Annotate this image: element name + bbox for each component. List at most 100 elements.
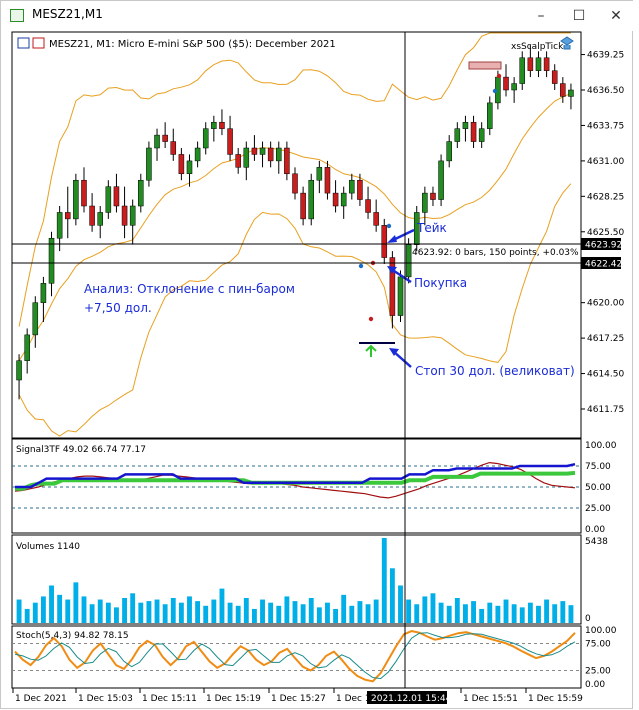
time-tick-label: 1 Dec 15:19 [206,694,261,704]
volume-bar [487,602,493,623]
candle-body [40,283,47,303]
price-tick-label: 4614.50 [587,370,624,380]
candle-body [373,212,379,226]
signal-series-line [15,462,576,489]
volume-bar [24,608,30,623]
candle-body [121,205,128,226]
candle-body [365,199,371,213]
volume-bar [406,599,412,623]
volume-bar [260,599,265,623]
close-button[interactable]: ✕ [610,8,622,24]
candle-body [560,83,566,97]
volume-bar [57,594,63,623]
price-tick-label: 4628.25 [587,192,624,202]
time-tick-label: 1 Dec 15:51 [463,694,518,704]
volume-bar [357,601,363,623]
band-lower-line [18,183,572,437]
band-middle-line [18,92,572,361]
volume-bar [414,604,420,623]
candle-body [397,276,404,316]
volume-bar [381,538,387,623]
volume-bar [105,602,111,623]
volume-bar [65,599,71,623]
candle-body [284,147,290,175]
volume-bar [211,599,217,623]
price-tick-label: 4633.75 [587,121,624,131]
volume-bar [49,585,54,623]
volume-bar [519,607,525,623]
candle-body [81,179,87,207]
candle-body [357,179,363,200]
take-label: Тейк [416,221,447,235]
candle-body [73,179,79,220]
volume-bar [146,601,152,623]
crosshair-info: 4623.92: 0 bars, 150 points, +0.03% [412,248,579,258]
time-tick-label: 1 Dec 2021 [15,694,67,704]
chart-list-icon[interactable] [32,37,45,49]
volume-bar [284,596,290,623]
candle-body [105,186,112,213]
volume-bar [527,602,533,623]
volume-bar [178,602,184,623]
signal-tick-label: 50.00 [585,483,611,493]
volume-bar [495,605,501,623]
candle-body [527,57,534,71]
volume-bar [251,608,257,623]
chart-header-text: MESZ21, M1: Micro E-mini S&P 500 ($5): D… [49,39,336,50]
stop-label: Стоп 30 дол. (великоват) [415,364,575,378]
candle-body [470,121,477,142]
volume-bar [227,602,233,623]
candle-body [349,179,355,194]
stoch-panel-frame [11,625,582,689]
candle-body [487,102,493,129]
candle-body [300,192,306,220]
candle-body [227,128,233,155]
candle-body [438,160,444,200]
price-tick-label: 4625.50 [587,228,624,238]
analysis-text-line1: Анализ: Отклонение с пин-баром [84,282,295,296]
volume-bar [32,602,38,623]
volume-bar [438,602,444,623]
resistance-zone-marker [468,61,502,70]
volume-bar [365,604,371,623]
time-cursor-bg [367,691,447,704]
signal-tick-label: 0.00 [585,525,605,535]
time-tick-label: 1 Dec 15:11 [142,694,197,704]
volume-bar [560,601,566,623]
volume-bar [341,594,347,623]
time-cursor-label: 2021.12.01 15:44 [371,694,452,704]
candle-body [146,147,152,181]
buy-label: Покупка [414,276,467,290]
volume-zero-tick: 0 [585,614,591,624]
candle-body [422,192,428,213]
candle-body [535,57,542,71]
volume-bar [333,608,339,623]
stoch-axis: 100.00 75.00 25.00 0.00 [585,626,617,690]
minimize-button[interactable]: – [537,8,545,24]
volume-bar [219,588,225,623]
volume-bar [292,601,298,623]
signal-dot-marker [492,88,498,94]
price-tick-label: 4611.75 [587,405,624,415]
candle-body [251,147,258,155]
chart-menu-icon[interactable] [17,37,30,49]
volume-bar [40,596,46,623]
signal-dot-marker [368,316,374,322]
maximize-button[interactable]: ☐ [572,8,586,24]
volume-bar [463,604,468,623]
volume-bar [89,604,95,623]
volume-bar [114,607,119,623]
window-title: MESZ21,M1 [32,7,103,21]
volume-bar [16,599,22,623]
window-titlebar[interactable]: MESZ21,M1 – ☐ ✕ [1,1,634,31]
buy-pointer-arrowhead [387,266,397,274]
stoch-panel-header: Stoch(5,4,3) 94.82 78.15 [16,631,129,641]
candle-body [113,186,120,207]
candle-body [219,121,225,129]
volume-bar [430,593,436,623]
volume-bar [276,605,282,623]
volume-panel-header: Volumes 1140 [16,542,80,552]
band-upper-line [18,32,571,327]
candle-body [32,302,39,336]
